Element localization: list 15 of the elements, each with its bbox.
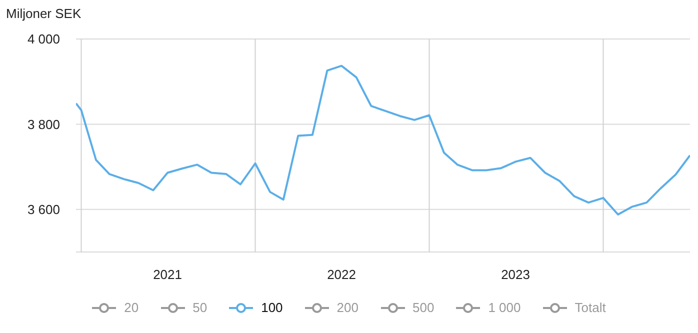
y-tick-label: 4 000 <box>27 32 60 47</box>
legend-label: 200 <box>336 300 358 315</box>
legend-label: Totalt <box>574 300 606 315</box>
legend-label: 20 <box>124 300 139 315</box>
legend-label: 1 000 <box>488 300 521 315</box>
x-tick-label: 2022 <box>327 267 356 282</box>
x-tick-label: 2021 <box>153 267 182 282</box>
legend-label: 500 <box>412 300 434 315</box>
legend-label: 50 <box>192 300 208 315</box>
legend-label: 100 <box>261 300 283 315</box>
line-series <box>76 64 690 216</box>
x-tick-label: 2023 <box>501 267 530 282</box>
y-tick-label: 3 600 <box>27 202 60 218</box>
y-tick-label: 3 800 <box>27 116 60 132</box>
y-axis-title: Miljoner SEK <box>6 6 82 21</box>
